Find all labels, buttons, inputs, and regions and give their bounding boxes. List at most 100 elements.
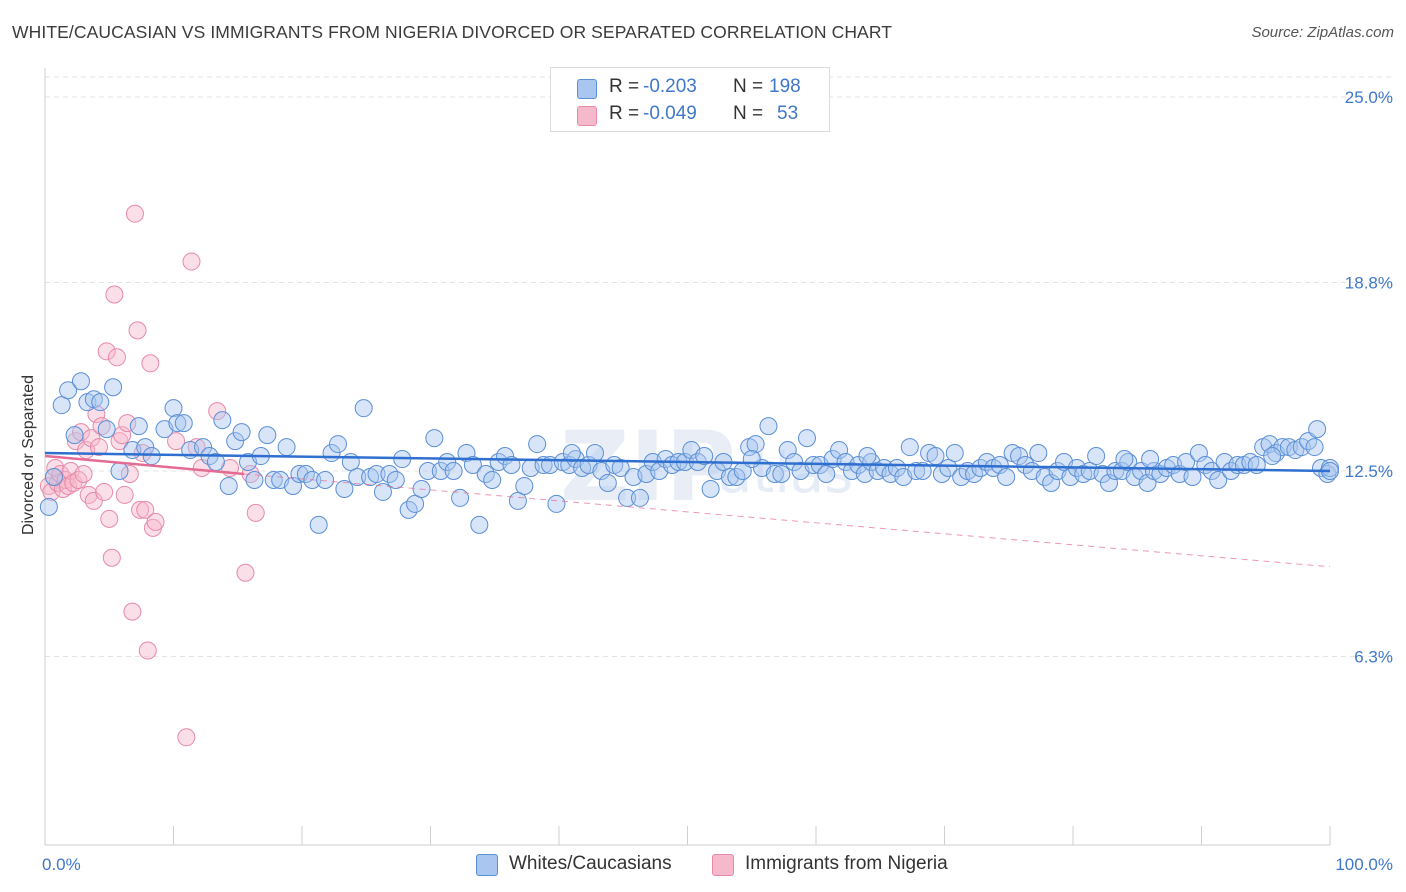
nigeria-point (146, 512, 165, 531)
white-point (1263, 447, 1282, 466)
white-point (226, 432, 245, 451)
white-point (104, 378, 123, 397)
nigeria-point (131, 500, 150, 519)
white-point (1305, 438, 1324, 457)
white-point (990, 456, 1009, 475)
white-point (483, 470, 502, 489)
white-point (778, 441, 797, 460)
y-tick-label: 6.3% (1354, 648, 1393, 667)
white-point (164, 399, 183, 418)
white-point (219, 476, 238, 495)
x-tick-min: 0.0% (42, 855, 81, 874)
nigeria-point (84, 491, 103, 510)
bottom-legend-swatch-white (476, 854, 498, 876)
white-point (547, 494, 566, 513)
white-point (997, 467, 1016, 486)
white-point (168, 414, 187, 433)
white-point (258, 426, 277, 445)
nigeria-point (236, 563, 255, 582)
white-point (44, 467, 63, 486)
white-points (39, 372, 1339, 534)
white-point (1141, 450, 1160, 469)
white-point (945, 444, 964, 463)
nigeria-point (74, 464, 93, 483)
nigeria-point (128, 321, 147, 340)
white-point (1209, 470, 1228, 489)
white-point (367, 464, 386, 483)
white-point (785, 453, 804, 472)
white-point (926, 447, 945, 466)
white-point (277, 438, 296, 457)
white-point (463, 456, 482, 475)
nigeria-point (167, 432, 186, 451)
nigeria-point (46, 459, 65, 478)
nigeria-point (120, 464, 139, 483)
white-point (759, 417, 778, 436)
white-point (97, 420, 116, 439)
nigeria-point (136, 500, 155, 519)
legend-n-value: 198 (769, 76, 801, 97)
legend-r-label: R = (609, 76, 640, 97)
legend-n-label: N = (733, 103, 764, 124)
white-point (618, 488, 637, 507)
bottom-legend-label-nigeria: Immigrants from Nigeria (745, 853, 948, 874)
white-point (772, 464, 791, 483)
legend-r-value: -0.203 (643, 76, 697, 97)
white-point (528, 435, 547, 454)
white-point (1189, 444, 1208, 463)
nigeria-point (66, 432, 85, 451)
white-point (328, 435, 347, 454)
white-point (817, 464, 836, 483)
legend-r-label: R = (609, 103, 640, 124)
white-point (1308, 420, 1327, 439)
chart-title: WHITE/CAUCASIAN VS IMMIGRANTS FROM NIGER… (12, 22, 893, 42)
white-point (52, 396, 71, 415)
nigeria-point (100, 509, 119, 528)
white-point (900, 438, 919, 457)
nigeria-point (113, 426, 132, 445)
white-point (39, 497, 58, 516)
white-point (444, 462, 463, 480)
white-point (1099, 473, 1118, 492)
white-point (129, 417, 148, 436)
nigeria-point (87, 405, 106, 424)
white-point (386, 470, 405, 489)
legend-n-label: N = (733, 76, 764, 97)
white-point (316, 470, 335, 489)
white-point (470, 515, 489, 534)
white-point (858, 447, 877, 466)
bottom-legend-swatch-nigeria (712, 854, 734, 876)
white-point (110, 462, 129, 480)
white-point (598, 473, 617, 492)
white-point (335, 479, 354, 498)
nigeria-point (102, 548, 121, 567)
legend: R = -0.203 N = 198 R = -0.049 N = 53 (550, 67, 830, 132)
nigeria-point (42, 482, 61, 501)
white-point (1115, 450, 1134, 469)
white-point (630, 488, 649, 507)
nigeria-point (118, 414, 137, 433)
nigeria-point (89, 438, 108, 457)
nigeria-point (105, 285, 124, 304)
white-point (562, 444, 581, 463)
white-point (1087, 447, 1106, 466)
white-point (425, 429, 444, 448)
nigeria-point (79, 485, 98, 504)
nigeria-point (95, 482, 114, 501)
source-label: Source: ZipAtlas.com (1251, 24, 1394, 41)
white-point (939, 459, 958, 478)
nigeria-point (59, 476, 78, 495)
white-point (59, 381, 78, 400)
nigeria-trend-extension (244, 473, 1331, 568)
nigeria-point (182, 252, 201, 271)
white-point (71, 372, 90, 391)
nigeria-point (123, 602, 142, 621)
white-point (830, 441, 849, 460)
white-point (508, 491, 527, 510)
white-point (1138, 473, 1157, 492)
white-point (701, 479, 720, 498)
legend-swatch-nigeria (577, 106, 597, 126)
white-point (1202, 462, 1221, 480)
watermark-zip: ZIP (560, 411, 736, 523)
